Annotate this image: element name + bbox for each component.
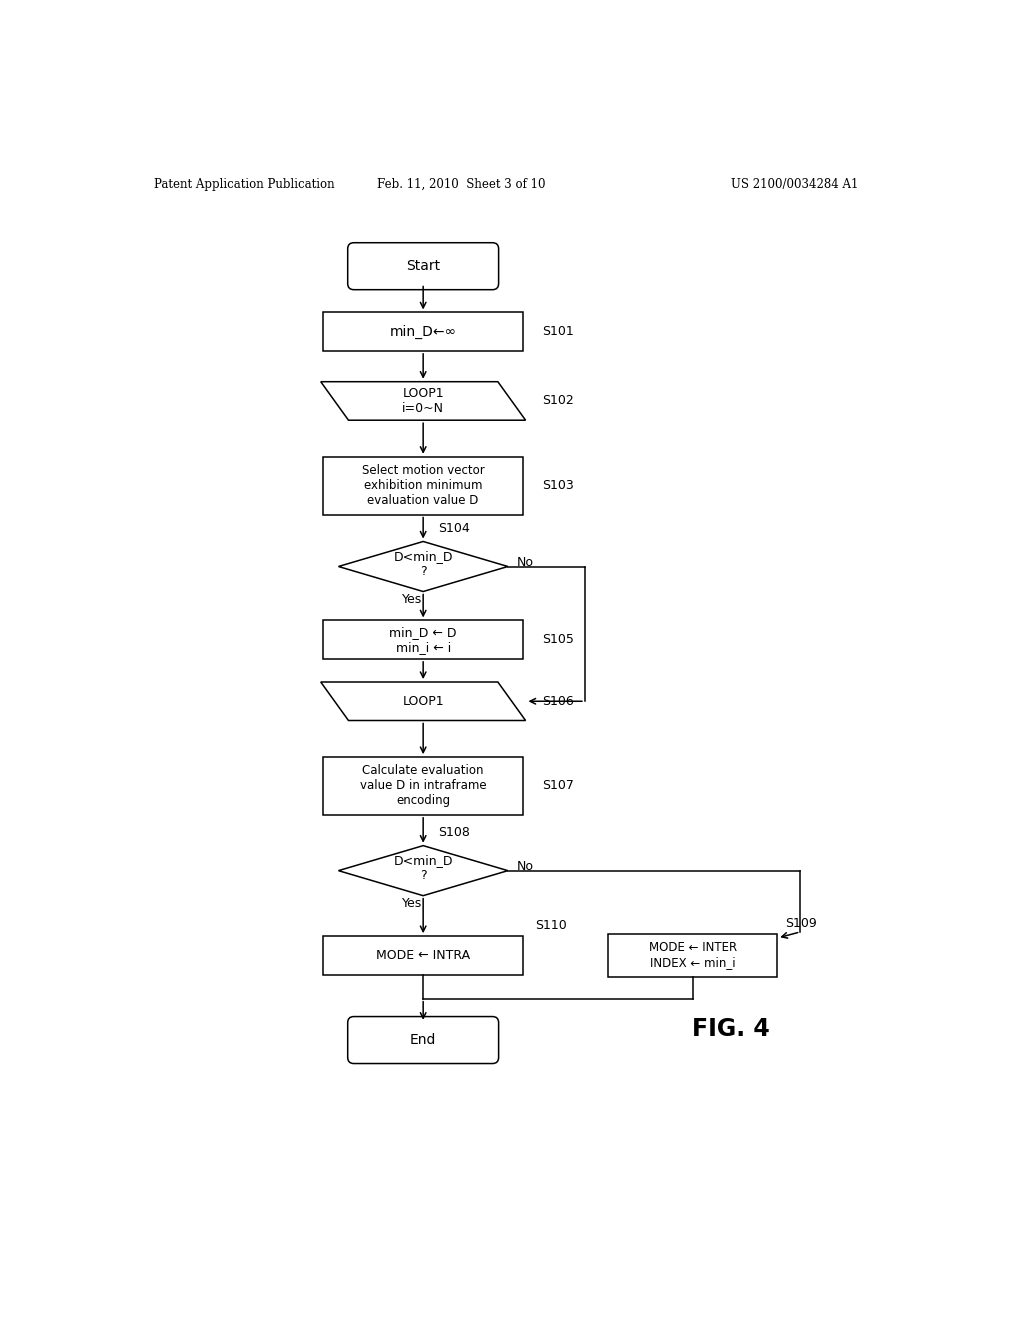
Text: Patent Application Publication: Patent Application Publication [154, 178, 334, 190]
Text: min_D←∞: min_D←∞ [390, 325, 457, 339]
Text: Yes: Yes [401, 898, 422, 911]
Bar [323, 313, 523, 351]
Text: LOOP1
i=0~N: LOOP1 i=0~N [402, 387, 444, 414]
Text: S110: S110 [535, 919, 566, 932]
Text: D<min_D
?: D<min_D ? [393, 550, 453, 578]
Text: Start: Start [407, 259, 440, 273]
Text: LOOP1: LOOP1 [402, 694, 444, 708]
Text: S103: S103 [543, 479, 574, 492]
Text: D<min_D
?: D<min_D ? [393, 854, 453, 882]
Bar [323, 936, 523, 974]
Text: Yes: Yes [401, 593, 422, 606]
Text: FIG. 4: FIG. 4 [692, 1016, 770, 1040]
Text: S106: S106 [543, 694, 574, 708]
Text: S108: S108 [438, 826, 470, 840]
Text: End: End [410, 1034, 436, 1047]
Text: S109: S109 [785, 917, 817, 931]
Text: min_D ← D
min_i ← i: min_D ← D min_i ← i [389, 626, 457, 653]
FancyBboxPatch shape [348, 243, 499, 289]
FancyBboxPatch shape [348, 1016, 499, 1064]
Text: S102: S102 [543, 395, 574, 408]
Text: US 2100/0034284 A1: US 2100/0034284 A1 [731, 178, 858, 190]
Text: No: No [517, 861, 535, 874]
Text: S105: S105 [543, 634, 574, 647]
Text: Feb. 11, 2010  Sheet 3 of 10: Feb. 11, 2010 Sheet 3 of 10 [378, 178, 546, 190]
Polygon shape [339, 541, 508, 591]
Text: Calculate evaluation
value D in intraframe
encoding: Calculate evaluation value D in intrafra… [359, 764, 486, 808]
Text: S104: S104 [438, 523, 470, 536]
Text: S107: S107 [543, 779, 574, 792]
Text: S101: S101 [543, 325, 574, 338]
Bar [323, 758, 523, 814]
Bar [323, 620, 523, 659]
Polygon shape [339, 846, 508, 896]
Polygon shape [321, 682, 525, 721]
Text: Select motion vector
exhibition minimum
evaluation value D: Select motion vector exhibition minimum … [361, 465, 484, 507]
Polygon shape [321, 381, 525, 420]
Text: MODE ← INTER
INDEX ← min_i: MODE ← INTER INDEX ← min_i [648, 941, 736, 969]
Bar [323, 457, 523, 515]
Text: MODE ← INTRA: MODE ← INTRA [376, 949, 470, 962]
Text: No: No [517, 556, 535, 569]
Bar [608, 935, 777, 977]
